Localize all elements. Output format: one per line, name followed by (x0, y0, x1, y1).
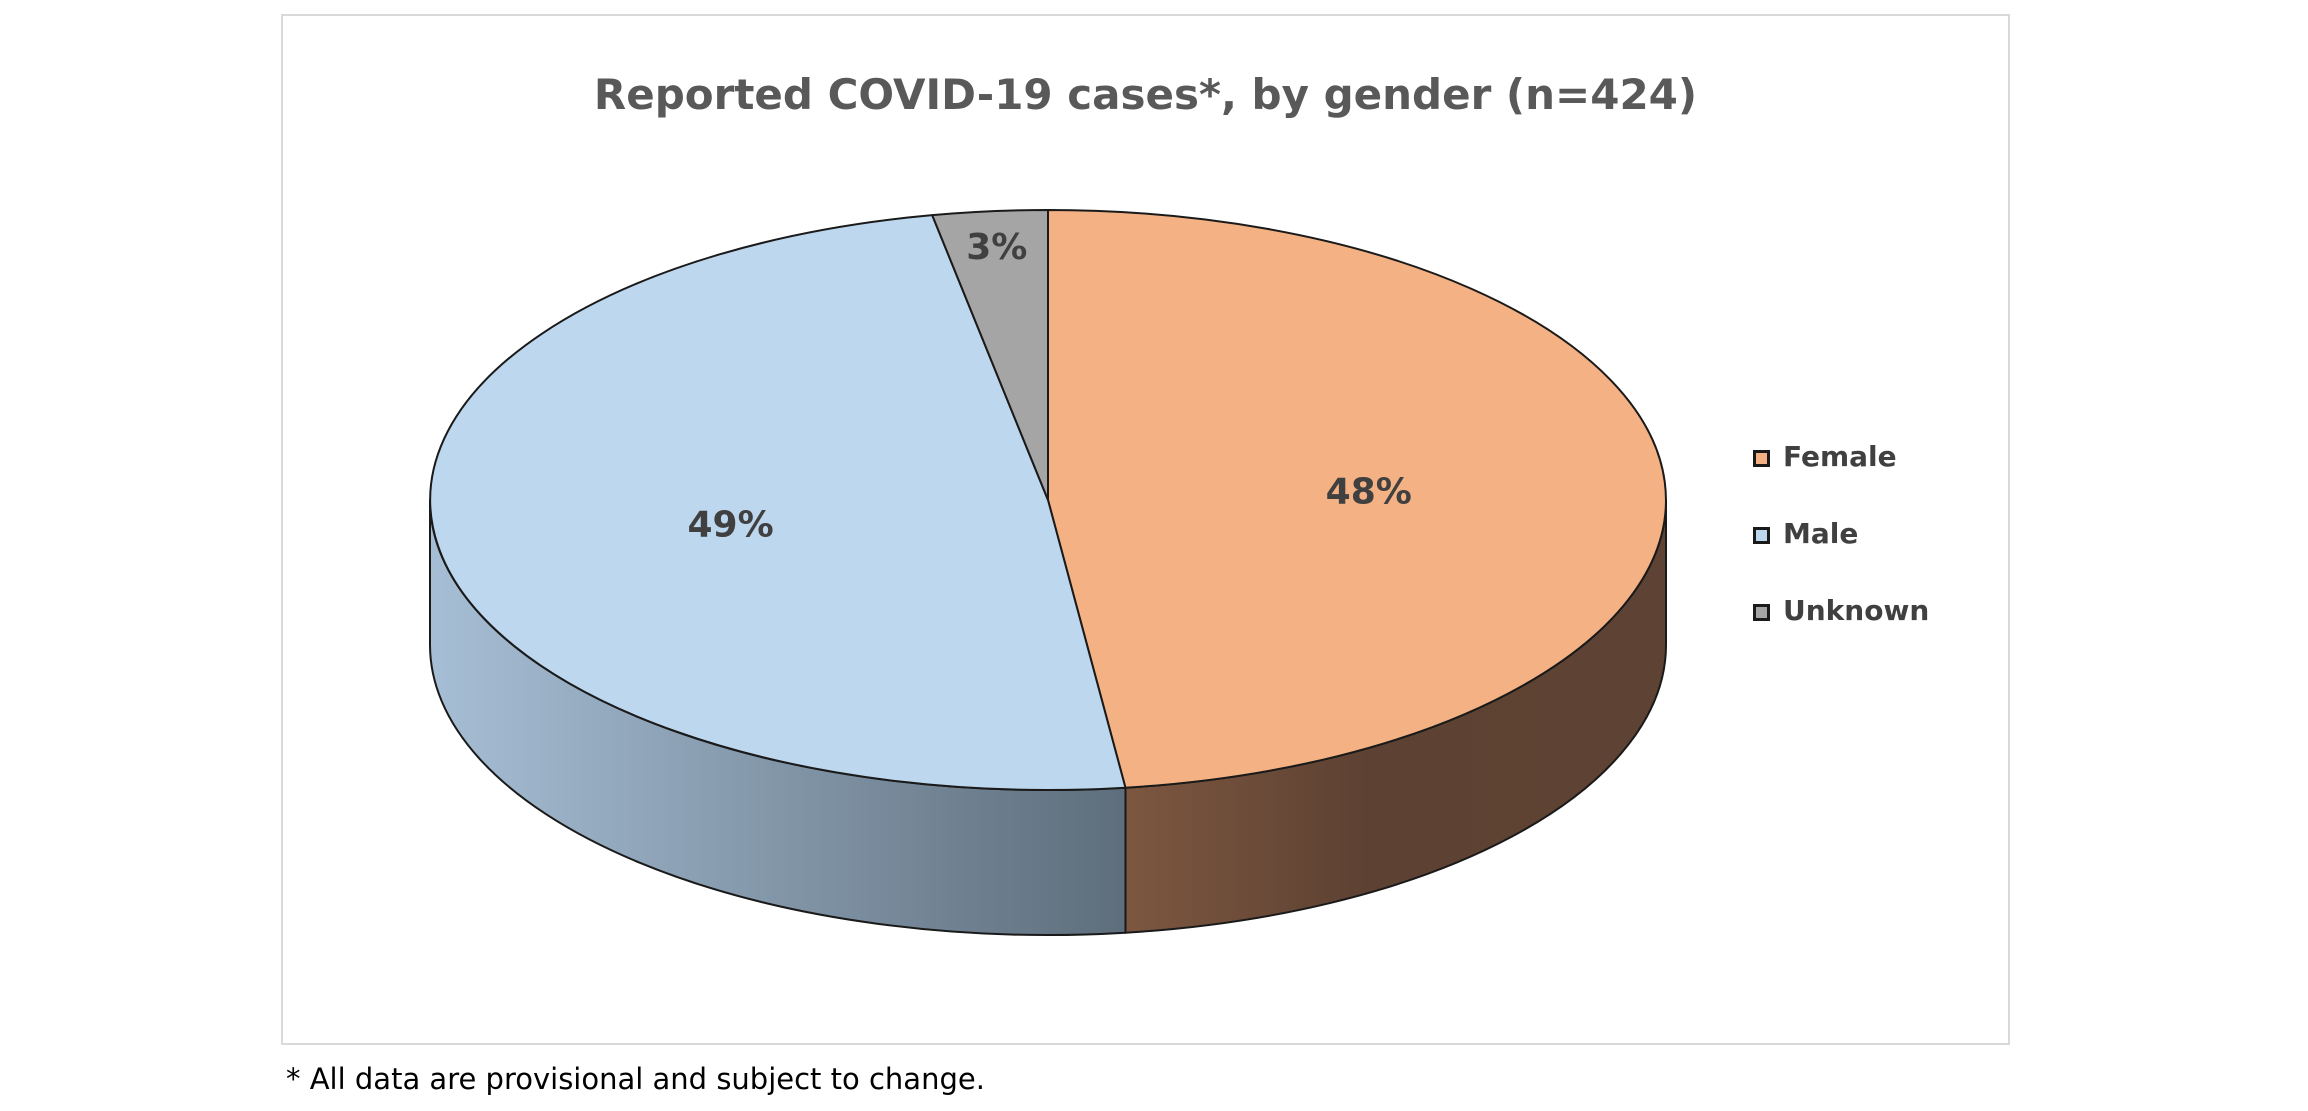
legend-swatch-female (1753, 450, 1770, 467)
pie-tops (429, 209, 1667, 791)
legend-swatch-male (1753, 527, 1770, 544)
pie-slice-male (429, 214, 1127, 791)
chart-area: Reported COVID-19 cases*, by gender (n=4… (281, 14, 2010, 1045)
chart-title: Reported COVID-19 cases*, by gender (n=4… (593, 70, 1698, 119)
legend-label-female: Female (1783, 440, 1897, 473)
data-label-male: 49% (688, 505, 774, 546)
pie-chart: 48% 49% 3% (429, 209, 1667, 936)
legend-label-male: Male (1783, 517, 1859, 550)
pie-slice-unknown (931, 209, 1049, 501)
data-label-female: 48% (1326, 472, 1412, 513)
legend-label-unknown: Unknown (1783, 594, 1930, 627)
pie-labels: 48% 49% 3% (688, 227, 1412, 546)
pie-slice-female (1047, 209, 1667, 789)
footnote: * All data are provisional and subject t… (286, 1062, 985, 1096)
legend-swatch-unknown (1753, 604, 1770, 621)
data-label-unknown: 3% (966, 227, 1027, 268)
